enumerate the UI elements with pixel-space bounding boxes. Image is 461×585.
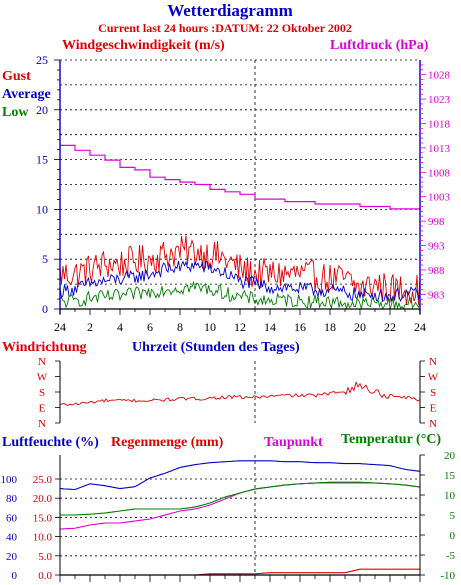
panel2-axes: N NW WS SE EN N <box>37 356 439 430</box>
humidity-title: Luftfeuchte (%) <box>2 435 99 450</box>
direction-label-left: W <box>37 372 48 384</box>
wind-direction-title: Windrichtung <box>2 340 87 355</box>
direction-label-right: E <box>430 403 437 415</box>
x-tick-label: 10 <box>204 320 216 334</box>
legend-average: Average <box>2 87 51 102</box>
rain-tick-label: 15.0 <box>33 512 53 524</box>
direction-label-left: N <box>38 418 46 430</box>
y-tick-label-right: 1023 <box>428 94 451 106</box>
y-tick-label-left: 25 <box>36 53 48 67</box>
series-line-taupunkt <box>59 482 421 530</box>
y-tick-label-right: 1008 <box>428 167 451 179</box>
x-tick-label: 14 <box>264 320 276 334</box>
humidity-tick-label: 60 <box>6 512 18 524</box>
rain-tick-label: 10.0 <box>33 532 53 544</box>
pressure-axis-title: Luftdruck (hPa) <box>330 38 429 53</box>
rain-tick-label: 0.0 <box>38 570 52 582</box>
x-tick-label: 20 <box>354 320 366 334</box>
direction-label-left: N <box>38 356 46 368</box>
temperature-tick-label: -5 <box>446 550 456 562</box>
x-tick-label: 22 <box>384 320 396 334</box>
temperature-tick-label: -10 <box>440 570 455 582</box>
panel1-series <box>59 144 421 311</box>
y-tick-label-right: 998 <box>428 216 445 228</box>
humidity-tick-label: 0 <box>12 570 18 582</box>
temperature-title: Temperatur (°C) <box>341 432 441 447</box>
rain-title: Regenmenge (mm) <box>111 435 224 450</box>
page-subtitle: Current last 24 hours :DATUM: 22 Oktober… <box>98 21 352 35</box>
y-tick-label-left: 10 <box>36 202 48 216</box>
rain-tick-label: 5.0 <box>38 551 52 563</box>
series-line-luftdruck <box>60 144 421 212</box>
y-tick-label-right: 1028 <box>428 70 451 82</box>
wind-pressure-panel: Windgeschwindigkeit (m/s) Luftdruck (hPa… <box>2 38 451 334</box>
x-tick-label: 18 <box>324 320 336 334</box>
temperature-tick-label: 10 <box>444 490 456 502</box>
rain-tick-label: 25.0 <box>33 474 53 486</box>
y-tick-label-left: 15 <box>36 153 48 167</box>
humidity-tick-label: 100 <box>1 474 18 486</box>
legend-low: Low <box>2 105 29 120</box>
humidity-temperature-panel: Luftfeuchte (%) Regenmenge (mm) Taupunkt… <box>1 432 456 582</box>
x-tick-label: 2 <box>87 320 93 334</box>
direction-label-right: N <box>429 356 437 368</box>
panel2-series <box>59 380 421 406</box>
temperature-tick-label: 0 <box>450 530 456 542</box>
x-tick-label: 24 <box>414 320 426 334</box>
series-line-temperatur <box>60 481 421 516</box>
x-tick-label: 6 <box>147 320 153 334</box>
y-tick-label-right: 988 <box>428 265 445 277</box>
series-line-regenmenge <box>60 568 420 576</box>
x-tick-label: 24 <box>54 320 66 334</box>
series-line-luftfeuchte <box>59 460 421 491</box>
y-tick-label-right: 1013 <box>428 143 451 155</box>
panel1-grid <box>60 59 420 310</box>
dewpoint-title: Taupunkt <box>264 435 323 450</box>
panel3-series <box>59 460 421 576</box>
series-line-low <box>59 280 421 311</box>
humidity-tick-label: 20 <box>6 551 18 563</box>
rain-tick-label: 20.0 <box>33 493 53 505</box>
series-line-average <box>59 260 421 303</box>
y-tick-label-left: 0 <box>42 302 48 316</box>
direction-label-right: W <box>428 372 439 384</box>
y-tick-label-left: 20 <box>36 103 48 117</box>
time-axis-title: Uhrzeit (Stunden des Tages) <box>132 340 300 355</box>
direction-label-left: E <box>39 403 46 415</box>
temperature-tick-label: 15 <box>444 470 456 482</box>
temperature-tick-label: 5 <box>450 510 456 522</box>
humidity-tick-label: 40 <box>6 532 18 544</box>
y-tick-label-right: 1018 <box>428 118 451 130</box>
wind-speed-title: Windgeschwindigkeit (m/s) <box>62 38 225 53</box>
page-title: Wetterdiagramm <box>167 1 293 20</box>
temperature-tick-label: 20 <box>444 450 456 462</box>
y-tick-label-right: 1003 <box>428 192 451 204</box>
direction-label-right: S <box>430 387 436 399</box>
x-tick-label: 12 <box>234 320 246 334</box>
direction-label-right: N <box>429 418 437 430</box>
wind-direction-panel: Windrichtung Uhrzeit (Stunden des Tages)… <box>2 340 439 430</box>
panel3-grid <box>60 455 420 576</box>
y-tick-label-right: 983 <box>428 289 445 301</box>
x-tick-label: 8 <box>177 320 183 334</box>
y-tick-label-right: 993 <box>428 241 445 253</box>
humidity-tick-label: 80 <box>6 493 18 505</box>
x-tick-label: 4 <box>117 320 123 334</box>
series-line-gust <box>59 235 421 305</box>
series-line-windrichtung <box>59 380 421 406</box>
panel1-axes: 0510152025983988993998100310081013101810… <box>36 53 451 334</box>
legend-gust: Gust <box>2 69 31 84</box>
x-tick-label: 16 <box>294 320 306 334</box>
panel3-axes: 0 20 40 60 80 100 0.0 5.0 10.0 15.0 20.0 25.0 -10 -5 0… <box>1 450 456 582</box>
y-tick-label-left: 5 <box>42 252 48 266</box>
direction-label-left: S <box>39 387 45 399</box>
